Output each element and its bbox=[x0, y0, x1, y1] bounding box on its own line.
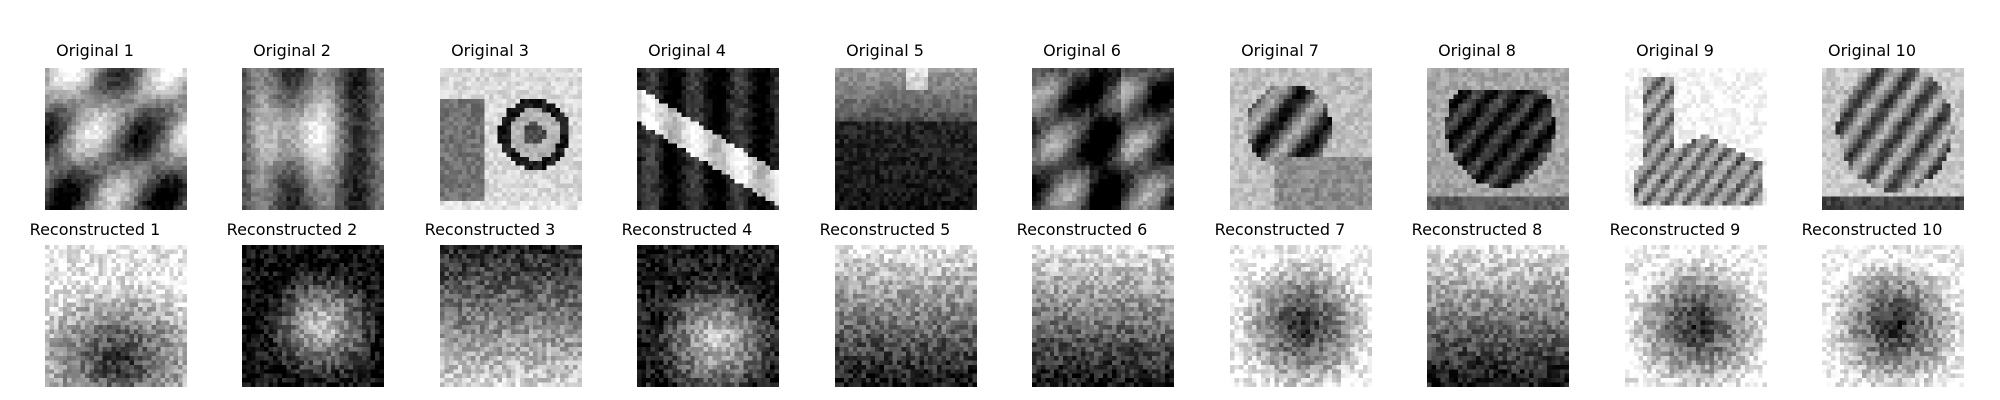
reconstructed-image bbox=[1230, 245, 1372, 387]
original-cell-10: Original 10 bbox=[1777, 0, 1967, 400]
reconstructed-image bbox=[1032, 245, 1174, 387]
original-title: Original 1 bbox=[56, 41, 134, 60]
reconstructed-cell-7: Reconstructed 7 bbox=[1185, 0, 1375, 400]
reconstructed-cell-9: Reconstructed 9 bbox=[1580, 0, 1770, 400]
original-image bbox=[45, 68, 187, 210]
original-title: Original 10 bbox=[1827, 41, 1917, 60]
original-cell-1: Original 1 bbox=[0, 0, 190, 400]
original-cell-9: Original 9 bbox=[1580, 0, 1770, 400]
original-image bbox=[835, 68, 977, 210]
original-image bbox=[1625, 68, 1767, 210]
reconstructed-image bbox=[242, 245, 384, 387]
original-title: Original 2 bbox=[253, 41, 331, 60]
original-title: Original 5 bbox=[846, 41, 924, 60]
original-cell-8: Original 8 bbox=[1382, 0, 1572, 400]
original-image bbox=[440, 68, 582, 210]
reconstructed-title: Reconstructed 3 bbox=[424, 220, 556, 239]
original-cell-3: Original 3 bbox=[395, 0, 585, 400]
original-image bbox=[1427, 68, 1569, 210]
original-image bbox=[637, 68, 779, 210]
original-image bbox=[242, 68, 384, 210]
reconstructed-cell-4: Reconstructed 4 bbox=[592, 0, 782, 400]
original-cell-7: Original 7 bbox=[1185, 0, 1375, 400]
original-image bbox=[1230, 68, 1372, 210]
original-cell-5: Original 5 bbox=[790, 0, 980, 400]
original-title: Original 6 bbox=[1043, 41, 1121, 60]
reconstructed-title: Reconstructed 4 bbox=[621, 220, 753, 239]
original-title: Original 4 bbox=[648, 41, 726, 60]
reconstructed-image bbox=[1625, 245, 1767, 387]
original-title: Original 8 bbox=[1438, 41, 1516, 60]
original-cell-6: Original 6 bbox=[987, 0, 1177, 400]
reconstructed-title: Reconstructed 9 bbox=[1609, 220, 1741, 239]
reconstructed-cell-8: Reconstructed 8 bbox=[1382, 0, 1572, 400]
original-cell-2: Original 2 bbox=[197, 0, 387, 400]
original-image bbox=[1822, 68, 1964, 210]
reconstructed-cell-5: Reconstructed 5 bbox=[790, 0, 980, 400]
reconstructed-cell-6: Reconstructed 6 bbox=[987, 0, 1177, 400]
reconstructed-image bbox=[440, 245, 582, 387]
reconstructed-cell-1: Reconstructed 1 bbox=[0, 0, 190, 400]
reconstructed-cell-3: Reconstructed 3 bbox=[395, 0, 585, 400]
reconstructed-cell-2: Reconstructed 2 bbox=[197, 0, 387, 400]
reconstructed-title: Reconstructed 1 bbox=[29, 220, 161, 239]
original-image bbox=[1032, 68, 1174, 210]
reconstructed-title: Reconstructed 7 bbox=[1214, 220, 1346, 239]
reconstructed-image bbox=[1427, 245, 1569, 387]
reconstructed-title: Reconstructed 2 bbox=[226, 220, 358, 239]
reconstructed-image bbox=[1822, 245, 1964, 387]
reconstructed-image bbox=[637, 245, 779, 387]
reconstructed-image bbox=[45, 245, 187, 387]
reconstructed-title: Reconstructed 5 bbox=[819, 220, 951, 239]
original-title: Original 3 bbox=[451, 41, 529, 60]
reconstructed-cell-10: Reconstructed 10 bbox=[1777, 0, 1967, 400]
reconstructed-title: Reconstructed 6 bbox=[1016, 220, 1148, 239]
reconstructed-title: Reconstructed 10 bbox=[1801, 220, 1943, 239]
original-title: Original 7 bbox=[1241, 41, 1319, 60]
reconstructed-title: Reconstructed 8 bbox=[1411, 220, 1543, 239]
original-cell-4: Original 4 bbox=[592, 0, 782, 400]
reconstructed-image bbox=[835, 245, 977, 387]
original-title: Original 9 bbox=[1636, 41, 1714, 60]
